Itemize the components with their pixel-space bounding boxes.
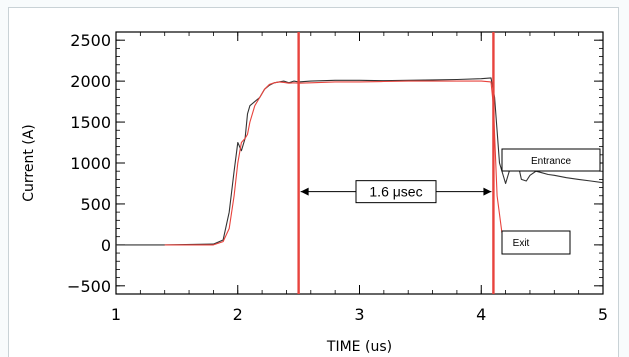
duration-label: 1.6 μsec bbox=[369, 184, 422, 200]
entrance-label-box bbox=[501, 148, 601, 172]
series-line-entrance bbox=[116, 77, 604, 246]
y-tick-label: 0 bbox=[101, 236, 111, 255]
annotations: 1.6 μsec Entrance Exit bbox=[300, 148, 601, 255]
y-tick-label: −500 bbox=[67, 277, 111, 296]
x-tick-label: 5 bbox=[598, 305, 608, 324]
arrowhead-left bbox=[300, 187, 309, 196]
exit-label: Exit bbox=[513, 238, 530, 249]
series-line-exit bbox=[164, 80, 518, 246]
y-tick-label: 500 bbox=[80, 195, 111, 214]
x-tick-label: 1 bbox=[111, 305, 121, 324]
x-tick-label: 4 bbox=[476, 305, 486, 324]
figure-frame: 1 2 3 4 5 −500 0 500 1000 1500 2000 2500 1.6 μsec En… bbox=[8, 7, 619, 357]
y-axis-label: Current (A) bbox=[21, 124, 37, 202]
duration-label-box bbox=[355, 180, 437, 204]
y-tick-label: 1500 bbox=[70, 113, 111, 132]
y-tick-label: 2000 bbox=[70, 72, 111, 91]
chart: 1 2 3 4 5 −500 0 500 1000 1500 2000 2500 1.6 μsec En… bbox=[21, 31, 608, 355]
x-axis-label: TIME (us) bbox=[326, 339, 392, 355]
y-tick-label: 1000 bbox=[70, 154, 111, 173]
y-tick-label: 2500 bbox=[70, 31, 111, 50]
arrowhead-right bbox=[483, 187, 492, 196]
exit-label-box bbox=[501, 230, 571, 255]
series-lines bbox=[116, 77, 604, 246]
ticks: 1 2 3 4 5 −500 0 500 1000 1500 2000 2500 bbox=[67, 31, 608, 324]
vertical-markers bbox=[297, 32, 495, 294]
x-tick-label: 3 bbox=[354, 305, 364, 324]
x-tick-label: 2 bbox=[233, 305, 243, 324]
entrance-label: Entrance bbox=[531, 156, 571, 167]
